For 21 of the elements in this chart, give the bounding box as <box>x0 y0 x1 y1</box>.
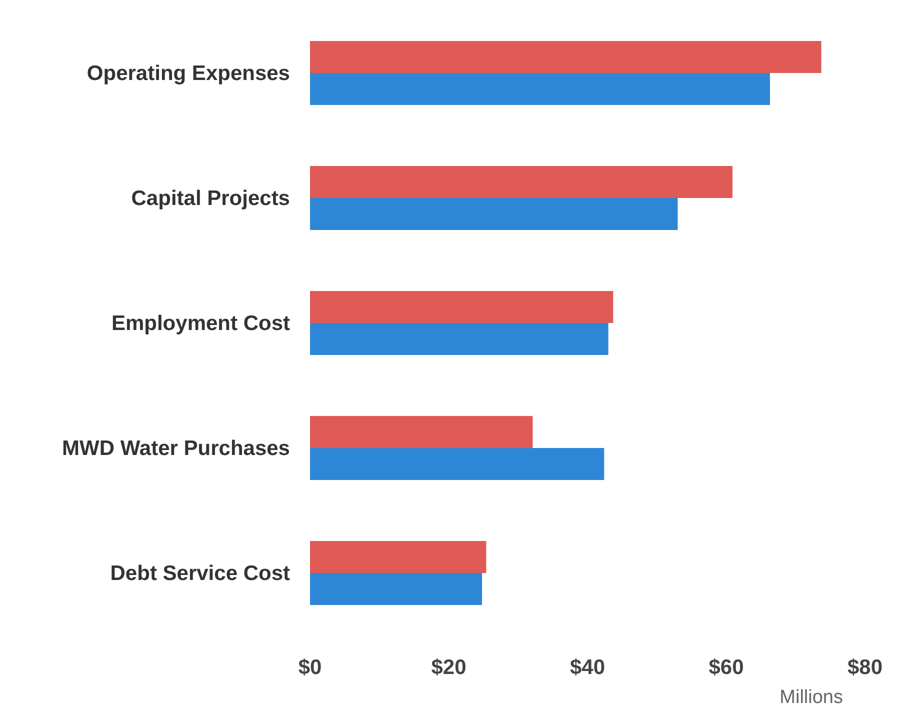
bar <box>310 291 614 323</box>
bar <box>310 573 482 605</box>
x-tick-label: $0 <box>298 656 322 679</box>
bar <box>310 323 608 355</box>
bar <box>310 41 822 73</box>
bar <box>310 448 604 480</box>
x-tick-label: $40 <box>570 656 606 679</box>
bar <box>310 416 533 448</box>
bar <box>310 73 770 105</box>
bar <box>310 198 678 230</box>
bar <box>310 166 732 198</box>
x-tick-label: $60 <box>708 656 744 679</box>
y-tick-label: MWD Water Purchases <box>62 436 290 460</box>
bar <box>310 541 486 573</box>
y-tick-label: Operating Expenses <box>86 62 290 85</box>
y-tick-label: Employment Cost <box>111 312 290 335</box>
x-axis-title: Millions <box>780 687 843 708</box>
x-tick-label: $20 <box>431 656 466 679</box>
y-tick-label: Capital Projects <box>131 186 290 210</box>
x-tick-label: $80 <box>847 656 883 679</box>
y-tick-label: Debt Service Cost <box>110 562 290 585</box>
